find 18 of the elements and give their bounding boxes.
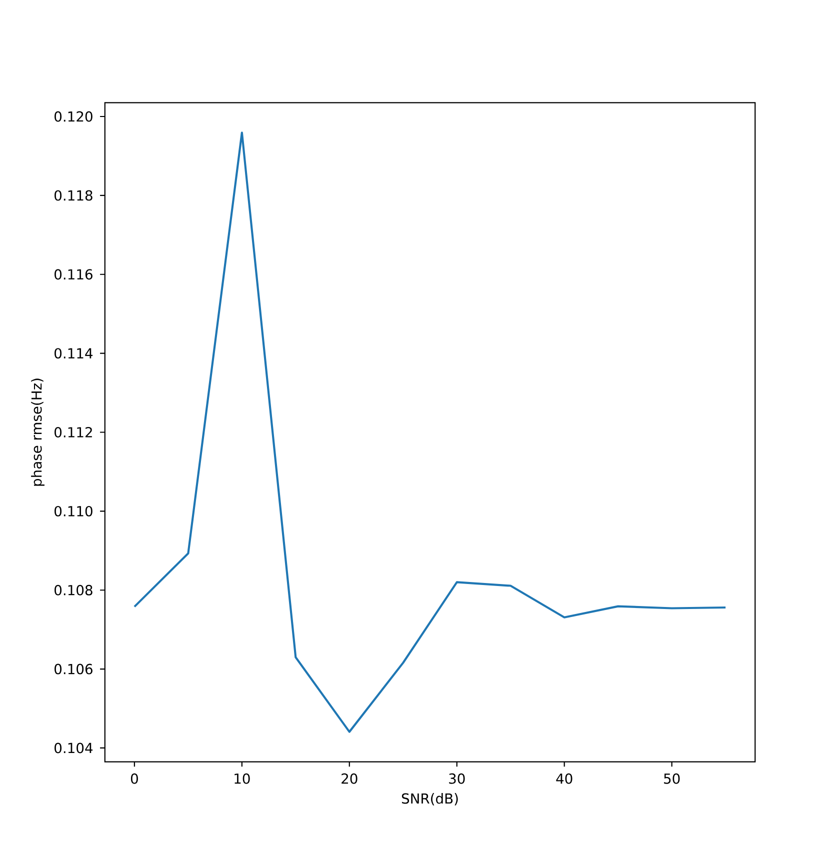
x-tick-label: 40 <box>556 773 572 784</box>
y-tick-label: 0.116 <box>54 269 92 280</box>
y-tick-label: 0.108 <box>54 584 92 596</box>
x-tick-label: 20 <box>342 773 358 784</box>
x-tick-label: 0 <box>130 773 138 784</box>
x-tick-label: 10 <box>234 773 250 784</box>
x-tick-label: 30 <box>449 773 465 784</box>
y-tick-label: 0.112 <box>54 427 92 438</box>
y-tick-label: 0.118 <box>54 190 92 201</box>
y-tick-label: 0.110 <box>54 506 92 516</box>
y-tick-label: 0.104 <box>54 742 93 754</box>
x-tick-label: 50 <box>664 773 680 784</box>
y-tick-label: 0.106 <box>54 664 92 674</box>
y-tick-label: 0.114 <box>54 348 93 359</box>
x-axis-title: SNR(dB) <box>402 793 458 806</box>
y-tick-label: 0.120 <box>54 111 92 122</box>
line-series <box>133 132 727 733</box>
y-axis-title: phase rmse(Hz) <box>31 378 44 486</box>
